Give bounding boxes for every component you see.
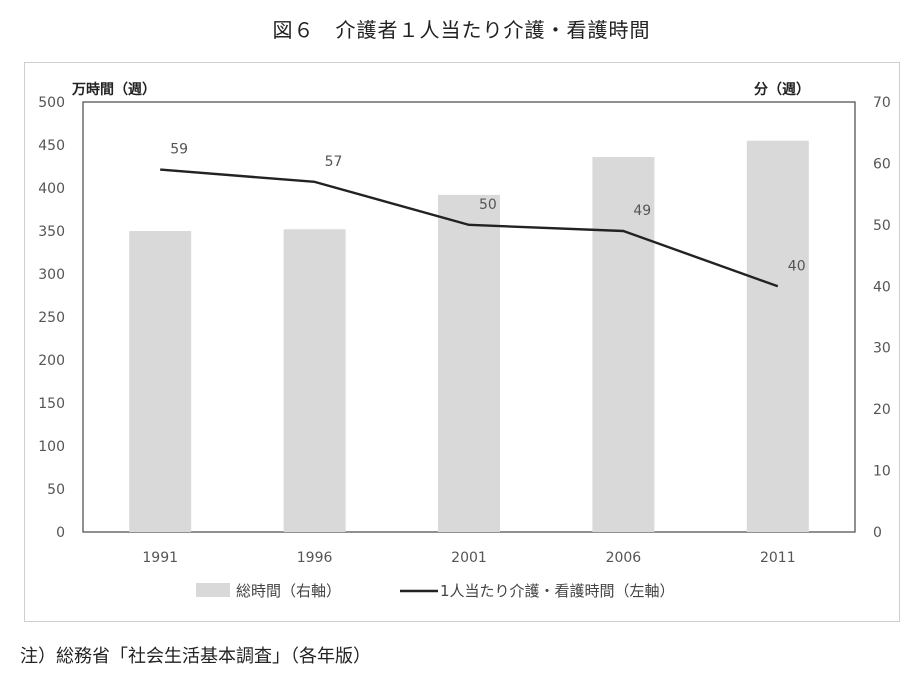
right-tick-10: 10 (873, 464, 891, 480)
left-tick-500: 500 (38, 95, 65, 111)
data-label-1996: 57 (325, 154, 343, 170)
chart-frame (24, 62, 900, 622)
data-label-1991: 59 (170, 142, 188, 158)
left-tick-50: 50 (47, 482, 65, 498)
bar-1996 (283, 229, 346, 532)
x-tick-2006: 2006 (606, 550, 642, 566)
data-label-2001: 50 (479, 197, 497, 213)
x-tick-1996: 1996 (297, 550, 333, 566)
right-tick-20: 20 (873, 402, 891, 418)
right-tick-40: 40 (873, 279, 891, 295)
right-tick-50: 50 (873, 218, 891, 234)
left-tick-300: 300 (38, 267, 65, 283)
bar-1991 (129, 231, 192, 532)
x-tick-2011: 2011 (760, 550, 796, 566)
right-tick-70: 70 (873, 95, 891, 111)
data-label-2011: 40 (788, 258, 806, 274)
bar-2011 (746, 140, 809, 532)
left-tick-250: 250 (38, 310, 65, 326)
x-tick-1991: 1991 (142, 550, 178, 566)
line-series (160, 168, 779, 288)
legend-label-bars: 総時間（右軸） (236, 582, 341, 600)
right-tick-30: 30 (873, 341, 891, 357)
chart-title: 図６ 介護者１人当たり介護・看護時間 (272, 18, 651, 42)
left-tick-150: 150 (38, 396, 65, 412)
right-tick-60: 60 (873, 156, 891, 172)
legend-label-line: 1人当たり介護・看護時間（左軸） (440, 582, 675, 600)
source-note: 注）総務省「社会生活基本調査」（各年版） (20, 646, 371, 667)
left-tick-350: 350 (38, 224, 65, 240)
data-label-2006: 49 (633, 203, 651, 219)
left-tick-450: 450 (38, 138, 65, 154)
left-tick-400: 400 (38, 181, 65, 197)
right-axis-unit: 分（週） (754, 82, 810, 98)
left-tick-0: 0 (56, 525, 65, 541)
legend-swatch-bars (196, 583, 230, 597)
bar-2006 (592, 157, 655, 533)
right-tick-0: 0 (873, 525, 882, 541)
x-tick-2001: 2001 (451, 550, 487, 566)
left-axis-unit: 万時間（週） (71, 81, 156, 98)
bar-2001 (438, 194, 500, 532)
left-tick-100: 100 (38, 439, 65, 455)
left-tick-200: 200 (38, 353, 65, 369)
